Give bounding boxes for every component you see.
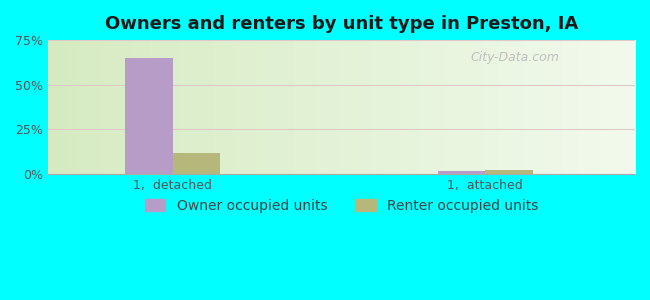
Title: Owners and renters by unit type in Preston, IA: Owners and renters by unit type in Prest… bbox=[105, 15, 578, 33]
Bar bbox=[173, 153, 220, 174]
Bar bbox=[485, 170, 532, 174]
Legend: Owner occupied units, Renter occupied units: Owner occupied units, Renter occupied un… bbox=[139, 193, 544, 218]
Text: City-Data.com: City-Data.com bbox=[471, 51, 560, 64]
Bar bbox=[125, 58, 173, 174]
Bar bbox=[437, 172, 485, 174]
